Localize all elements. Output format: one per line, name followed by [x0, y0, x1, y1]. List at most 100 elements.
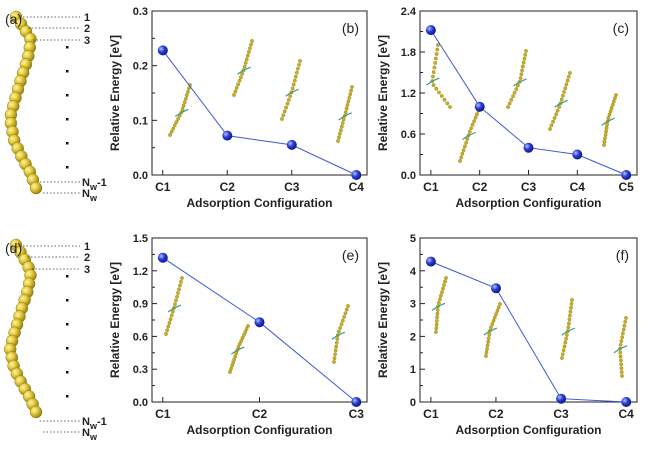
- x-tick-label: C1: [155, 407, 171, 421]
- molecule-atom: [339, 124, 344, 129]
- molecule-atom: [460, 151, 465, 156]
- molecule-atom: [518, 76, 523, 80]
- bead-end-label: Nw: [82, 188, 98, 203]
- molecule-atom: [470, 122, 475, 127]
- molecule-atom: [434, 326, 439, 331]
- molecule-bond: [173, 304, 182, 309]
- molecule-atom: [606, 115, 611, 120]
- molecule-snapshot: [425, 43, 452, 109]
- molecule-atom: [494, 312, 498, 316]
- bead-index-label: 2: [84, 23, 90, 35]
- molecule-snapshot: [601, 93, 618, 147]
- molecule-atom: [186, 90, 190, 94]
- molecule-atom: [458, 159, 462, 163]
- data-point: [425, 25, 436, 36]
- panel-label: (f): [616, 247, 629, 263]
- molecule-snapshot: [232, 39, 254, 97]
- molecule-bond: [237, 346, 245, 351]
- molecule-atom: [181, 103, 186, 108]
- bead-index-label: 1: [84, 241, 90, 253]
- y-tick-label: 0.3: [133, 364, 148, 376]
- molecule-atom: [174, 298, 178, 303]
- molecule-atom: [619, 358, 623, 363]
- molecule-atom: [234, 86, 239, 90]
- molecule-atom: [350, 85, 354, 89]
- y-tick-label: 0.0: [401, 170, 416, 182]
- molecule-atom: [440, 290, 444, 295]
- molecule-atom: [332, 356, 337, 361]
- molecule-atom: [344, 106, 349, 111]
- panel-label: (e): [342, 247, 359, 263]
- molecule-bond: [243, 66, 251, 71]
- molecule-atom: [435, 315, 439, 320]
- molecule-bond: [613, 348, 621, 354]
- molecule-bond: [513, 81, 520, 87]
- molecule-atom: [334, 341, 339, 345]
- molecule-atom: [521, 60, 526, 65]
- y-tick-label: 1.8: [401, 47, 416, 59]
- molecule-atom: [166, 324, 171, 329]
- molecule-atom: [435, 47, 440, 52]
- molecule-bond: [291, 88, 299, 93]
- molecule-atom: [167, 321, 172, 325]
- molecule-atom: [461, 148, 466, 152]
- molecule-atom: [164, 332, 168, 336]
- molecule-atom: [434, 52, 439, 56]
- panel-label-chain: (d): [5, 240, 22, 256]
- molecule-atom: [439, 94, 444, 98]
- ellipsis-dot: [66, 46, 69, 49]
- molecule-atom: [340, 121, 345, 125]
- molecule-atom: [621, 331, 625, 336]
- molecule-atom: [333, 348, 338, 353]
- energy-charts: 0.0 0.1 0.2 0.3 C1 C2 C3 C4 (b) Adsorption Config…: [108, 6, 638, 437]
- molecule-bond: [554, 102, 561, 108]
- x-tick-label: C2: [220, 180, 236, 194]
- molecule-atom: [230, 363, 234, 368]
- molecule-atom: [569, 305, 573, 310]
- x-tick-label: C1: [155, 180, 171, 194]
- molecule-atom: [237, 342, 242, 346]
- molecule-atom: [563, 340, 568, 345]
- y-tick-label: 0.3: [133, 6, 148, 18]
- molecule-atom: [613, 96, 617, 101]
- y-tick-label: 0.9: [133, 299, 148, 311]
- x-tick-label: C4: [349, 180, 365, 194]
- molecule-bond: [607, 117, 615, 122]
- ellipsis-dot: [66, 142, 69, 145]
- ellipsis-dot: [66, 347, 69, 350]
- molecule-atom: [448, 105, 452, 109]
- bead-index-label: 1: [84, 12, 90, 24]
- ellipsis-dot: [66, 275, 69, 278]
- x-tick-label: C3: [553, 407, 569, 421]
- molecule-atom: [233, 89, 238, 94]
- molecule-atom: [459, 155, 464, 160]
- molecule-atom: [296, 66, 300, 71]
- x-axis-title: Adsorption Configuration: [456, 423, 602, 437]
- molecule-atom: [569, 302, 574, 306]
- molecule-atom: [485, 347, 489, 351]
- molecule-snapshot: [458, 105, 482, 163]
- molecule-bond: [560, 99, 568, 104]
- molecule-atom: [614, 93, 618, 97]
- molecule-atom: [239, 339, 244, 343]
- molecule-atom: [434, 330, 438, 334]
- data-point: [351, 170, 362, 180]
- molecule-atom: [609, 106, 614, 110]
- end-label-suffix: -1: [97, 416, 107, 428]
- molecule-atom: [247, 50, 251, 54]
- molecule-atom: [619, 370, 624, 374]
- y-tick-label: 1.5: [133, 233, 148, 245]
- molecule-bond: [462, 134, 469, 140]
- molecule-atom: [349, 88, 353, 93]
- molecule-atom: [561, 348, 566, 353]
- molecule-atom: [567, 317, 572, 322]
- data-point: [254, 317, 265, 328]
- molecule-atom: [568, 309, 573, 314]
- molecule-atom: [491, 319, 496, 323]
- y-tick-label: 0.0: [133, 170, 148, 182]
- molecule-atom: [603, 136, 607, 141]
- molecule-atom: [340, 318, 345, 323]
- molecule-atom: [244, 57, 249, 62]
- molecule-atom: [233, 354, 238, 359]
- molecule-bond: [230, 349, 238, 355]
